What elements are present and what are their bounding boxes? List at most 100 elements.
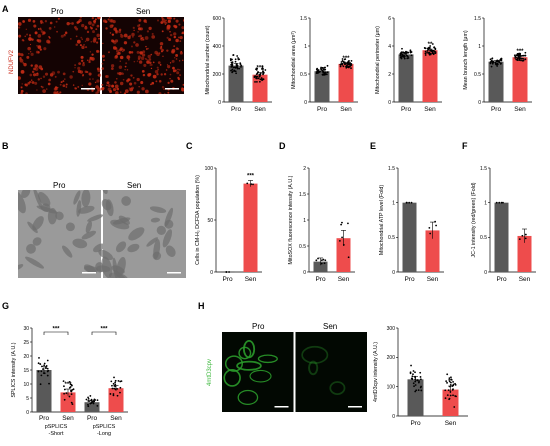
panel-label-d: D [279, 141, 286, 151]
signal-dot [59, 91, 62, 94]
bar [36, 370, 52, 412]
data-point [521, 234, 524, 237]
signal-dot [138, 18, 142, 22]
data-point [39, 363, 42, 365]
data-point [43, 362, 46, 365]
data-point [407, 51, 410, 54]
signal-dot [175, 58, 178, 60]
data-point [237, 58, 240, 61]
category-label: Sen [445, 420, 457, 427]
signal-dot [56, 86, 59, 89]
data-point [405, 201, 408, 204]
signal-dot [102, 42, 104, 45]
data-point [350, 64, 353, 67]
image-b-left-label: Pro [53, 181, 66, 190]
signal-dot [181, 31, 184, 35]
signal-dot [173, 35, 177, 39]
data-point [449, 390, 452, 393]
signal-dot [30, 52, 34, 56]
data-point [116, 387, 119, 390]
data-point [324, 68, 327, 71]
signal-dot [74, 26, 77, 29]
category-label: Pro [87, 415, 98, 422]
signal-dot [118, 65, 123, 69]
signal-dot [34, 31, 38, 35]
data-point [238, 67, 241, 70]
organelle [110, 219, 130, 230]
signal-dot [171, 50, 175, 54]
signal-dot [18, 34, 22, 38]
data-point [429, 49, 432, 52]
signal-dot [110, 64, 115, 68]
data-point [322, 258, 325, 261]
signal-dot [151, 35, 156, 39]
data-point [491, 57, 494, 60]
bar [398, 54, 414, 102]
signal-dot [175, 19, 179, 23]
signal-dot [142, 50, 146, 54]
signal-dot [124, 65, 127, 68]
signal-dot [162, 55, 164, 58]
signal-dot [166, 24, 171, 29]
signal-dot [177, 68, 179, 71]
chart-mito-area: Mitochondrial area (μm²) 0 0.5 1 1.5 Pro *** Se… [291, 16, 358, 113]
chart-jc1: JC-1 intensity (red/green) (Fold) 0 0.5 1 1.… [471, 166, 536, 283]
signal-dot [77, 66, 81, 71]
data-point [498, 201, 501, 204]
data-point [340, 61, 343, 63]
data-point [426, 50, 429, 52]
data-point [519, 54, 521, 57]
signal-dot [94, 18, 97, 21]
signal-dot [169, 30, 171, 33]
signal-dot [175, 54, 179, 57]
signal-dot [163, 88, 165, 90]
signal-dot [132, 26, 135, 29]
signal-dot [113, 46, 115, 48]
chart-mito-number: Mitochondrial number (count) 0 200 400 600 Pr… [205, 16, 272, 113]
signal-dot [75, 43, 78, 46]
signal-dot [114, 39, 119, 43]
signal-dot [135, 43, 139, 47]
data-point [40, 370, 43, 373]
data-point [250, 183, 253, 186]
chart-mito-perimeter: Mitochondrial perimeter (μm) 0 2 4 6 Pro ** Sen [375, 16, 442, 113]
data-point [63, 398, 66, 401]
organelle [32, 216, 44, 231]
signal-dot [130, 51, 134, 54]
signal-dot [103, 59, 105, 62]
data-point [43, 372, 46, 375]
data-point [414, 390, 417, 393]
organelle [81, 190, 91, 208]
signal-dot [133, 81, 137, 85]
data-point [96, 399, 99, 402]
data-point [114, 383, 117, 386]
data-point [240, 65, 242, 68]
organelle [73, 190, 81, 205]
signal-dot [65, 86, 68, 88]
signal-dot [166, 36, 169, 39]
y-axis-label: Mean branch length (μm) [463, 30, 469, 90]
group-label: pSPLICS [45, 424, 68, 430]
data-point [419, 376, 422, 378]
organelle [162, 229, 173, 248]
data-point [63, 392, 66, 395]
data-point [424, 54, 427, 56]
data-point [428, 53, 431, 56]
signal-dot [89, 51, 91, 53]
data-point [347, 256, 350, 259]
signal-dot [23, 62, 27, 67]
data-point [262, 70, 264, 73]
signal-dot [126, 79, 129, 82]
signal-dot [39, 48, 43, 51]
micrograph-b [18, 190, 186, 278]
data-point [45, 365, 48, 367]
organelle [62, 245, 73, 258]
y-tick-label: 5 [26, 396, 29, 402]
data-point [448, 377, 451, 380]
data-point [419, 371, 422, 374]
data-point [345, 65, 348, 68]
data-point [117, 379, 120, 382]
signal-dot [93, 20, 97, 24]
signal-dot [139, 34, 143, 38]
data-point [414, 378, 417, 381]
